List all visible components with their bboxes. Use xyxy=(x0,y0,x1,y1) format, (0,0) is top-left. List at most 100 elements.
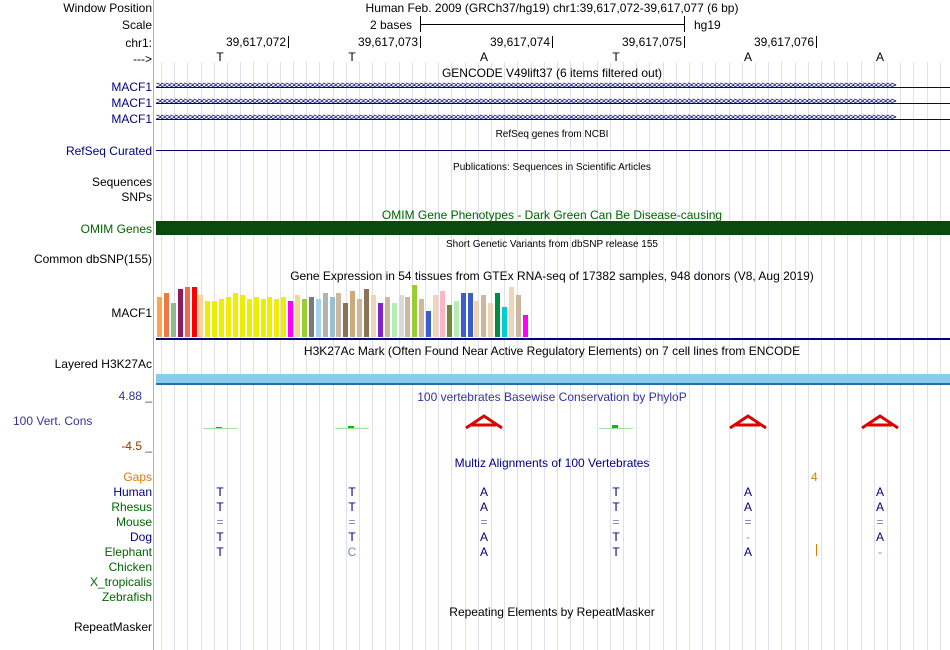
repeatmasker-label[interactable]: RepeatMasker xyxy=(73,620,152,634)
gencode-gene-row[interactable]: >>>>>>>>>>>>>>>>>>>>>>>>>>>>>>>>>>>>>>>>… xyxy=(156,97,950,109)
publications-sequences-label[interactable]: Sequences xyxy=(91,175,152,189)
refseq-label[interactable]: RefSeq Curated xyxy=(65,144,152,158)
gtex-tissue-bar[interactable] xyxy=(357,299,363,337)
multiz-species-label[interactable]: Mouse xyxy=(115,515,152,529)
gtex-tissue-bar[interactable] xyxy=(377,303,383,337)
gtex-tissue-bar[interactable] xyxy=(281,297,287,337)
gtex-tissue-bar[interactable] xyxy=(191,287,197,337)
publications-snps-label[interactable]: SNPs xyxy=(121,190,152,204)
gtex-tissue-bar[interactable] xyxy=(232,293,238,337)
multiz-aligned-base: A xyxy=(479,545,488,559)
gtex-tissue-bar[interactable] xyxy=(488,303,494,337)
multiz-aligned-base: A xyxy=(875,500,884,514)
gtex-tissue-bar[interactable] xyxy=(308,297,314,337)
gtex-tissue-bar[interactable] xyxy=(288,301,294,337)
gtex-tissue-bar[interactable] xyxy=(391,303,397,337)
omim-gene-bar[interactable] xyxy=(156,221,950,235)
gridline xyxy=(451,62,452,650)
omim-label[interactable]: OMIM Genes xyxy=(80,222,152,236)
gtex-tissue-bar[interactable] xyxy=(157,297,162,337)
gtex-tissue-bar[interactable] xyxy=(329,297,335,337)
gtex-tissue-bar[interactable] xyxy=(439,291,445,337)
multiz-species-label[interactable]: Zebrafish xyxy=(101,590,152,604)
phylop-negative-score-mark[interactable] xyxy=(861,414,899,430)
gencode-gene-row[interactable]: >>>>>>>>>>>>>>>>>>>>>>>>>>>>>>>>>>>>>>>>… xyxy=(156,81,950,93)
multiz-species-label[interactable]: Rhesus xyxy=(111,500,152,514)
gtex-tissue-bar[interactable] xyxy=(212,301,218,337)
refseq-gene-line[interactable] xyxy=(156,150,950,151)
gtex-tissue-bar[interactable] xyxy=(260,299,266,337)
multiz-species-label[interactable]: Human xyxy=(113,485,152,499)
gtex-tissue-bar[interactable] xyxy=(336,293,342,337)
gtex-tissue-bar[interactable] xyxy=(205,301,211,337)
phylop-positive-score-bar[interactable] xyxy=(348,426,354,428)
gtex-tissue-bar[interactable] xyxy=(495,293,501,337)
elephant-insertion-mark xyxy=(816,544,817,556)
gtex-tissue-bar[interactable] xyxy=(184,287,190,337)
dbsnp-label[interactable]: Common dbSNP(155) xyxy=(33,252,152,266)
gridline xyxy=(438,62,439,650)
gtex-tissue-bar[interactable] xyxy=(508,287,514,337)
gtex-tissue-bar[interactable] xyxy=(295,295,300,337)
scale-bar xyxy=(420,24,684,25)
gtex-tissue-bar[interactable] xyxy=(274,299,280,337)
multiz-aligned-base: T xyxy=(348,485,356,499)
gencode-label-1[interactable]: MACF1 xyxy=(111,80,152,94)
gene-intron-line xyxy=(156,119,950,120)
gridline xyxy=(187,62,188,650)
gtex-tissue-bar[interactable] xyxy=(515,295,521,337)
multiz-aligned-base: T xyxy=(348,530,356,544)
gtex-tissue-bar[interactable] xyxy=(315,299,321,337)
multiz-species-label[interactable]: Dog xyxy=(129,530,152,544)
gtex-tissue-bar[interactable] xyxy=(350,291,356,337)
multiz-species-label[interactable]: Chicken xyxy=(108,560,152,574)
gtex-tissue-bar[interactable] xyxy=(481,295,487,337)
gtex-tissue-bar[interactable] xyxy=(253,297,259,337)
gencode-label-2[interactable]: MACF1 xyxy=(111,96,152,110)
gtex-tissue-bar[interactable] xyxy=(474,301,480,337)
gtex-tissue-bar[interactable] xyxy=(177,289,183,337)
phylop-label[interactable]: 100 Vert. Cons xyxy=(13,414,93,428)
gencode-label-3[interactable]: MACF1 xyxy=(111,112,152,126)
gtex-tissue-bar[interactable] xyxy=(239,295,245,337)
gtex-tissue-bar[interactable] xyxy=(446,305,452,337)
h3k27ac-signal-bar[interactable] xyxy=(156,374,950,383)
gtex-tissue-bar[interactable] xyxy=(301,299,307,337)
phylop-positive-score-bar[interactable] xyxy=(216,427,222,428)
multiz-aligned-base: A xyxy=(479,530,488,544)
gtex-tissue-bar[interactable] xyxy=(433,295,438,337)
gtex-tissue-bar[interactable] xyxy=(467,293,473,337)
gtex-tissue-bar[interactable] xyxy=(322,293,328,337)
gencode-gene-row[interactable]: >>>>>>>>>>>>>>>>>>>>>>>>>>>>>>>>>>>>>>>>… xyxy=(156,113,950,125)
multiz-species-label[interactable]: X_tropicalis xyxy=(89,575,152,589)
gtex-tissue-bar[interactable] xyxy=(170,303,176,337)
gtex-tissue-bar[interactable] xyxy=(412,285,418,337)
gtex-tissue-bar[interactable] xyxy=(502,307,507,337)
gtex-tissue-bar[interactable] xyxy=(163,293,169,337)
h3k27ac-label[interactable]: Layered H3K27Ac xyxy=(54,357,152,371)
gtex-tissue-bar[interactable] xyxy=(226,297,231,337)
gtex-tissue-bar[interactable] xyxy=(419,299,425,337)
gtex-tissue-bar[interactable] xyxy=(522,315,528,337)
gtex-label[interactable]: MACF1 xyxy=(111,306,152,320)
phylop-positive-score-bar[interactable] xyxy=(612,425,618,428)
gtex-tissue-bar[interactable] xyxy=(384,297,390,337)
gtex-tissue-bar[interactable] xyxy=(267,297,273,337)
multiz-species-label[interactable]: Elephant xyxy=(104,545,152,559)
gtex-tissue-bar[interactable] xyxy=(246,299,252,337)
gtex-tissue-bar[interactable] xyxy=(343,303,349,337)
gridline xyxy=(161,62,162,650)
gtex-tissue-bar[interactable] xyxy=(453,301,459,337)
multiz-gaps-label[interactable]: Gaps xyxy=(123,470,152,484)
gtex-tissue-bar[interactable] xyxy=(370,295,376,337)
phylop-negative-score-mark[interactable] xyxy=(465,414,503,430)
phylop-negative-score-mark[interactable] xyxy=(729,414,767,430)
gtex-tissue-bar[interactable] xyxy=(219,299,225,337)
gtex-tissue-bar[interactable] xyxy=(198,295,204,337)
gtex-tissue-bar[interactable] xyxy=(364,289,369,337)
gtex-tissue-bar[interactable] xyxy=(405,297,411,337)
gtex-tissue-bar[interactable] xyxy=(460,293,466,337)
h3k27ac-baseline xyxy=(156,383,950,385)
gtex-tissue-bar[interactable] xyxy=(398,295,404,337)
gtex-tissue-bar[interactable] xyxy=(426,311,432,337)
